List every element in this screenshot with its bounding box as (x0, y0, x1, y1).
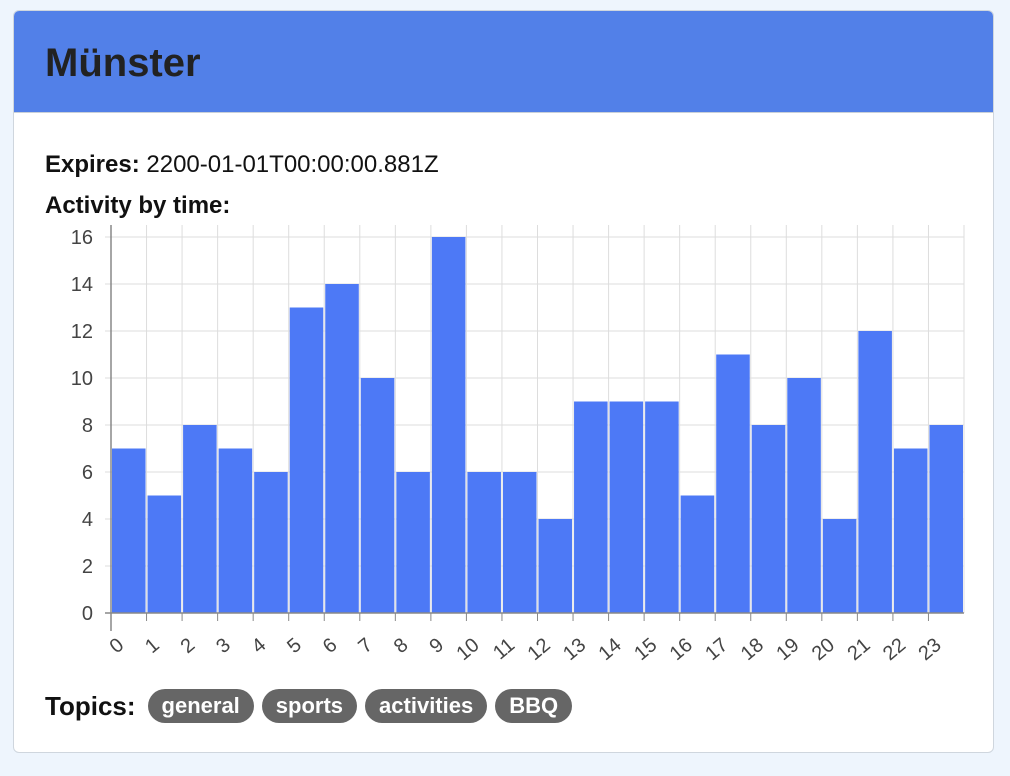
bar-hour-18 (751, 425, 786, 613)
x-tick-label: 0 (106, 634, 129, 658)
x-tick-label: 14 (595, 634, 626, 665)
card-title: Münster (45, 41, 201, 85)
topic-tag[interactable]: general (147, 689, 254, 723)
topic-tag[interactable]: BBQ (495, 689, 573, 723)
bar-hour-22 (893, 448, 928, 613)
x-tick-label: 17 (701, 634, 732, 665)
activity-label: Activity by time: (45, 192, 231, 219)
bar-hour-15 (645, 401, 679, 613)
topics-label: Topics: (45, 690, 136, 721)
x-tick-label: 1 (141, 634, 164, 658)
location-card: Münster Expires: 2200-01-01T00:00:00.881… (13, 10, 994, 753)
x-tick-label: 5 (283, 634, 306, 658)
x-tick-label: 13 (559, 634, 590, 665)
x-tick-label: 11 (489, 634, 519, 664)
expires-value: 2200-01-01T00:00:00.881Z (146, 151, 439, 178)
y-tick-label: 12 (71, 321, 93, 343)
y-tick-label: 10 (71, 368, 93, 390)
x-tick-label: 15 (630, 634, 661, 665)
x-tick-label: 18 (737, 634, 768, 665)
x-tick-label: 8 (390, 634, 413, 658)
x-tick-label: 21 (843, 634, 874, 665)
bar-hour-10 (467, 472, 501, 613)
y-tick-label: 4 (82, 509, 93, 531)
x-tick-label: 20 (808, 634, 839, 665)
bar-hour-4 (254, 472, 288, 613)
x-tick-label: 16 (666, 634, 697, 665)
topics-row: Topics: general sports activities BBQ (45, 689, 580, 723)
x-tick-label: 10 (452, 634, 483, 665)
topic-tag[interactable]: activities (365, 689, 488, 723)
bar-hour-14 (609, 401, 644, 613)
bar-hour-20 (822, 519, 857, 613)
x-tick-label: 6 (319, 634, 342, 658)
bar-hour-23 (929, 425, 963, 613)
y-tick-label: 8 (82, 415, 93, 437)
bar-hour-5 (289, 307, 324, 613)
bar-hour-11 (502, 472, 537, 613)
y-tick-label: 6 (82, 462, 93, 484)
y-tick-label: 2 (82, 556, 93, 578)
bar-hour-13 (574, 401, 608, 613)
card-header: Münster (14, 11, 993, 113)
bar-hour-12 (538, 519, 573, 613)
topic-tags: general sports activities BBQ (147, 689, 581, 723)
x-tick-label: 19 (772, 634, 803, 665)
bar-hour-0 (112, 448, 146, 613)
y-tick-label: 16 (71, 227, 93, 249)
bar-hour-16 (680, 495, 715, 613)
y-tick-label: 0 (82, 603, 93, 625)
bar-hour-8 (396, 472, 430, 613)
bar-hour-21 (858, 331, 892, 613)
x-tick-label: 2 (177, 634, 200, 658)
x-tick-label: 23 (914, 634, 945, 665)
expires-label: Expires: (45, 151, 140, 178)
x-tick-label: 7 (354, 634, 377, 658)
bar-hour-19 (787, 378, 821, 613)
bar-hour-3 (218, 448, 253, 613)
x-tick-label: 12 (524, 634, 555, 665)
bar-hour-2 (183, 425, 217, 613)
topic-tag[interactable]: sports (261, 689, 358, 723)
y-tick-label: 14 (71, 274, 93, 296)
bar-hour-17 (716, 354, 750, 613)
expires-line: Expires: 2200-01-01T00:00:00.881Z (45, 151, 439, 179)
bar-hour-9 (431, 237, 466, 613)
x-tick-label: 3 (212, 634, 235, 658)
x-tick-label: 4 (248, 634, 271, 658)
bar-hour-7 (360, 378, 395, 613)
x-tick-label: 9 (425, 634, 448, 658)
bar-hour-1 (147, 495, 182, 613)
bar-hour-6 (325, 284, 359, 613)
x-tick-label: 22 (879, 634, 910, 665)
